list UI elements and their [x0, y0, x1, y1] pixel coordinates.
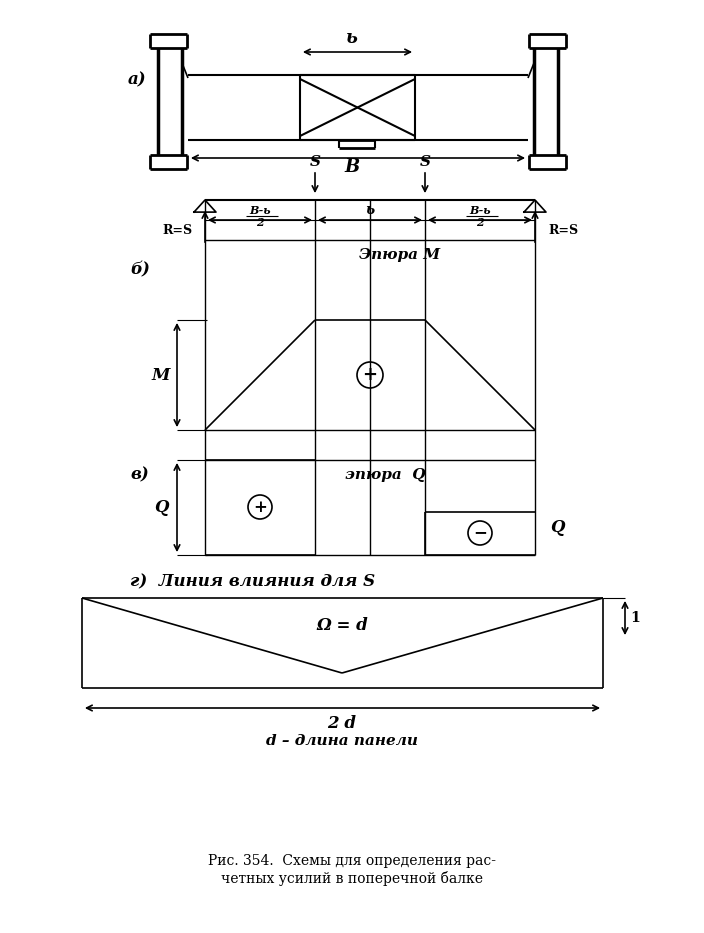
Text: в): в) [130, 466, 149, 483]
Text: Q: Q [550, 519, 564, 536]
Text: 1: 1 [630, 611, 640, 625]
Text: d – длина панели: d – длина панели [266, 734, 418, 748]
Text: г)  Линия влияния для S: г) Линия влияния для S [130, 574, 375, 591]
Text: ь: ь [365, 203, 375, 217]
Text: Q: Q [153, 498, 168, 516]
Text: S: S [310, 155, 320, 169]
Text: R=S: R=S [548, 224, 578, 236]
Text: 2: 2 [256, 216, 264, 228]
Text: +: + [363, 366, 377, 384]
Text: эпюра  Q: эпюра Q [345, 468, 425, 482]
Text: Эпюра М: Эпюра М [360, 248, 441, 262]
Text: B-ь: B-ь [249, 204, 271, 216]
Text: Рис. 354.  Схемы для определения рас-
четных усилий в поперечной балке: Рис. 354. Схемы для определения рас- чет… [208, 855, 496, 885]
Text: 2: 2 [476, 216, 484, 228]
Text: +: + [253, 498, 267, 516]
Text: Ω = d: Ω = d [316, 618, 368, 634]
Text: 2 d: 2 d [327, 715, 356, 731]
Text: B: B [344, 158, 360, 176]
Text: S: S [420, 155, 431, 169]
Text: а): а) [128, 72, 146, 89]
Text: −: − [473, 524, 487, 541]
Text: б): б) [130, 261, 150, 278]
Text: M: M [152, 367, 170, 383]
Text: R=S: R=S [162, 224, 192, 236]
Text: ь: ь [346, 29, 358, 47]
Text: B-ь: B-ь [469, 204, 491, 216]
